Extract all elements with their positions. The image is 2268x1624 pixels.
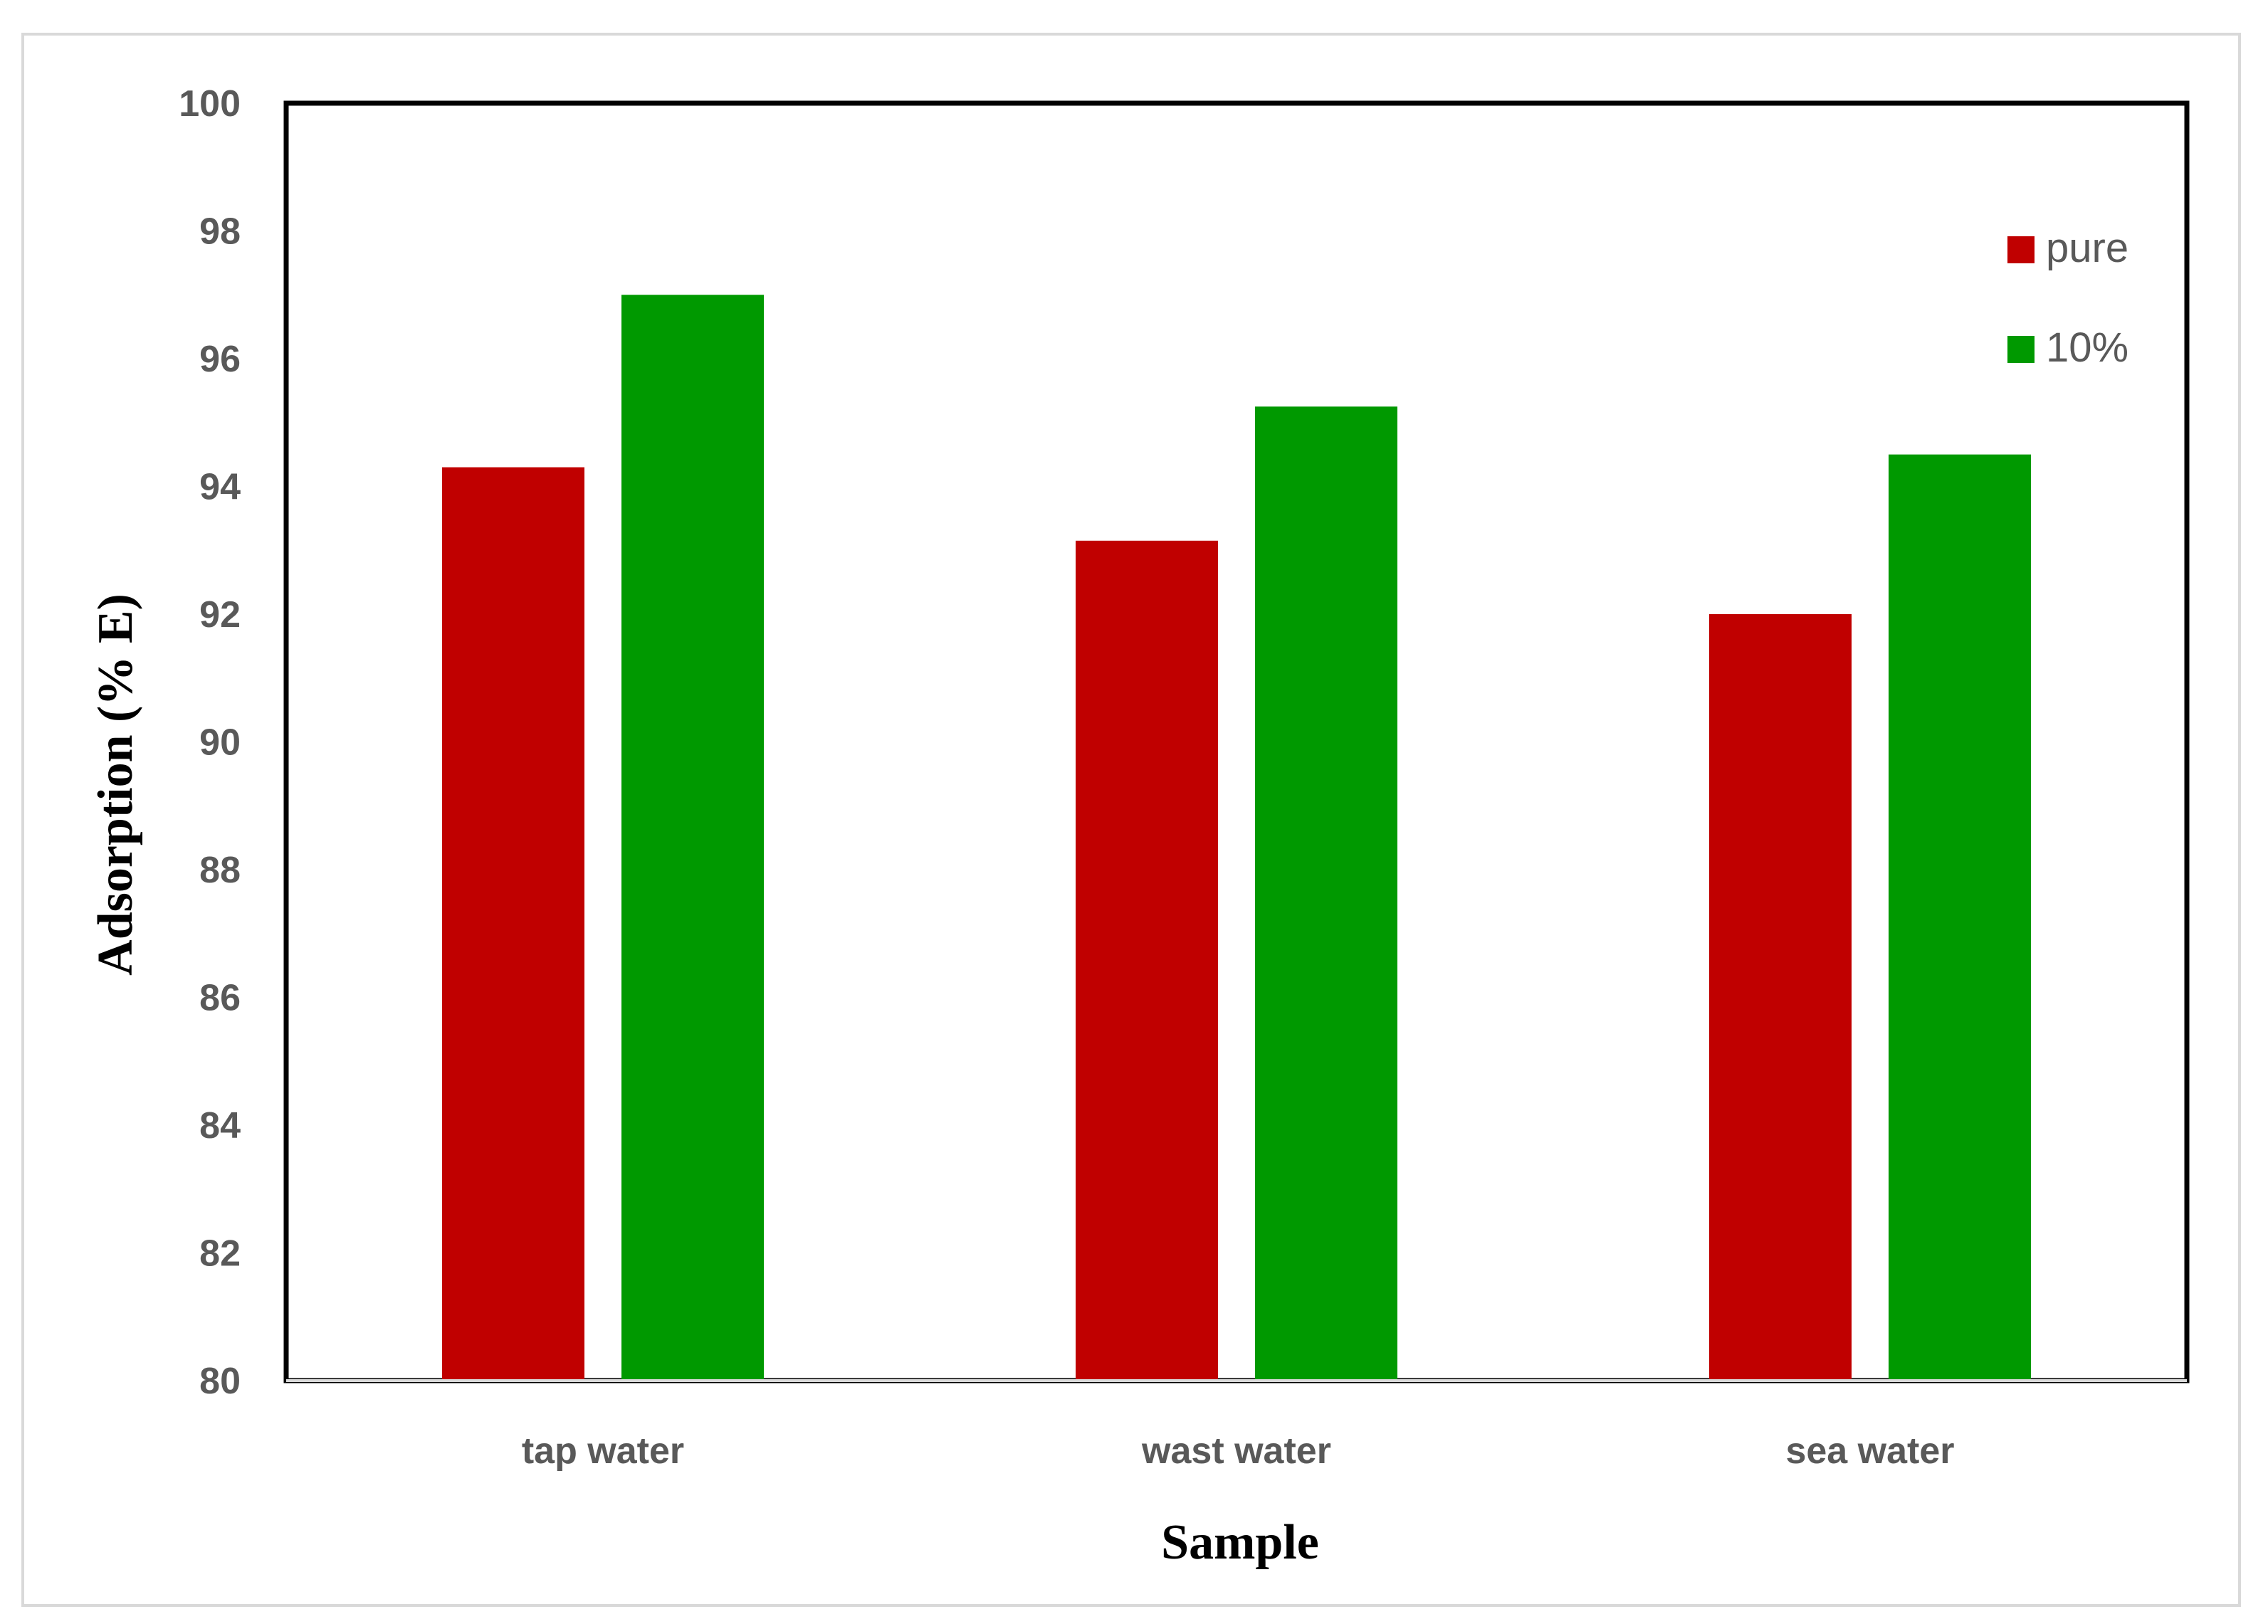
bar-pure-wast-water	[1076, 540, 1218, 1381]
y-tick-label: 96	[199, 339, 241, 380]
legend-swatch	[2007, 236, 2035, 263]
x-tick-label: wast water	[1141, 1430, 1331, 1472]
y-tick-label: 100	[179, 83, 241, 125]
y-tick-label: 90	[199, 722, 241, 764]
y-axis-title: Adsorption (% E)	[88, 594, 143, 976]
bar-10pct-sea-water	[1889, 454, 2031, 1381]
x-tick-label: sea water	[1785, 1430, 1954, 1472]
x-axis-ticks: tap water wast water sea water	[522, 1430, 1955, 1472]
legend: pure 10%	[2007, 225, 2128, 371]
bar-pure-tap-water	[442, 467, 584, 1381]
y-tick-label: 86	[199, 978, 241, 1019]
y-tick-label: 84	[199, 1105, 241, 1146]
x-axis-title: Sample	[1161, 1515, 1319, 1570]
y-tick-label: 92	[199, 594, 241, 636]
bars	[442, 295, 2031, 1381]
y-tick-label: 98	[199, 211, 241, 253]
bar-10pct-tap-water	[621, 295, 764, 1381]
bar-pure-sea-water	[1709, 614, 1852, 1381]
y-tick-label: 88	[199, 850, 241, 891]
legend-label: pure	[2046, 225, 2128, 271]
y-axis-ticks: 80 82 84 86 88 90 92 94 96 98 100	[179, 83, 241, 1402]
x-tick-label: tap water	[522, 1430, 684, 1472]
y-tick-label: 80	[199, 1361, 241, 1402]
y-tick-label: 94	[199, 467, 241, 508]
bar-10pct-wast-water	[1255, 406, 1397, 1381]
legend-swatch	[2007, 336, 2035, 363]
legend-label: 10%	[2046, 325, 2128, 371]
y-tick-label: 82	[199, 1233, 241, 1275]
